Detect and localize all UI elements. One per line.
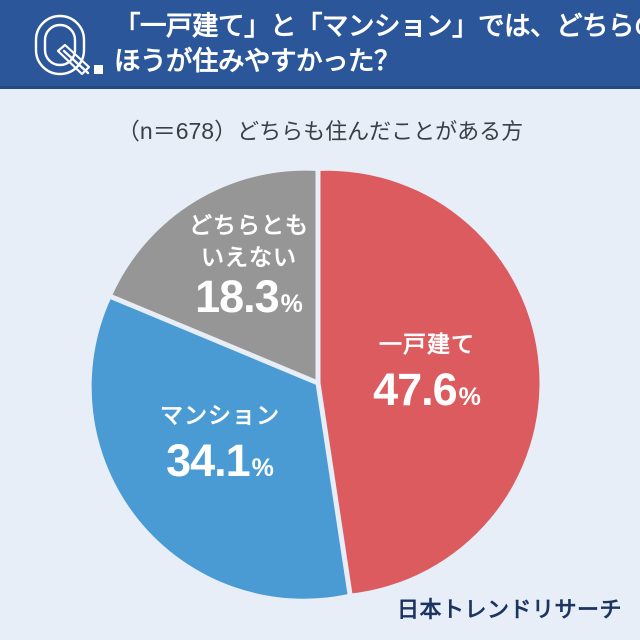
pie-slice-neither [111, 170, 318, 383]
sample-size-caption: （n＝678）どちらも住んだことがある方 [0, 116, 640, 147]
slice-label-detached-value: 47.6 [373, 364, 457, 415]
slice-label-condo-name: マンション [160, 402, 280, 428]
sample-size-description: どちらも住んだことがある方 [237, 119, 524, 144]
question-line-1: 「一戸建て」と「マンション」では、どちらの [114, 11, 640, 41]
slice-label-condo-unit: % [252, 454, 274, 482]
pie-chart: 一戸建て 47.6% マンション 34.1% どちらとも いえない 18.3% [0, 160, 640, 600]
slice-label-neither-unit: % [281, 290, 303, 318]
slice-label-condo-value-group: 34.1% [166, 435, 274, 486]
slice-label-neither-value: 18.3 [195, 271, 279, 322]
slice-label-detached-unit: % [459, 383, 481, 411]
slice-label-neither-name-line1: どちらとも [189, 212, 309, 238]
slice-label-detached-value-group: 47.6% [373, 364, 481, 415]
slice-separators [109, 168, 353, 597]
question-header: 「一戸建て」と「マンション」では、どちらの ほうが住みやすかった？ [0, 0, 640, 89]
slice-label-neither-name-line2: いえない [201, 244, 297, 270]
q-mark-icon [28, 11, 112, 81]
question-text: 「一戸建て」と「マンション」では、どちらの ほうが住みやすかった？ [114, 9, 640, 79]
pie-slice-detached [318, 170, 540, 594]
slice-label-condo-value: 34.1 [166, 435, 250, 486]
sample-size-value: （n＝678） [116, 118, 238, 144]
pie-slice-condo [91, 296, 350, 599]
slice-label-detached-name: 一戸建て [379, 331, 475, 357]
brand-logo: 日本トレンドリサーチ [396, 597, 622, 622]
question-line-2: ほうが住みやすかった？ [114, 46, 401, 76]
slice-label-neither-value-group: 18.3% [195, 271, 303, 322]
